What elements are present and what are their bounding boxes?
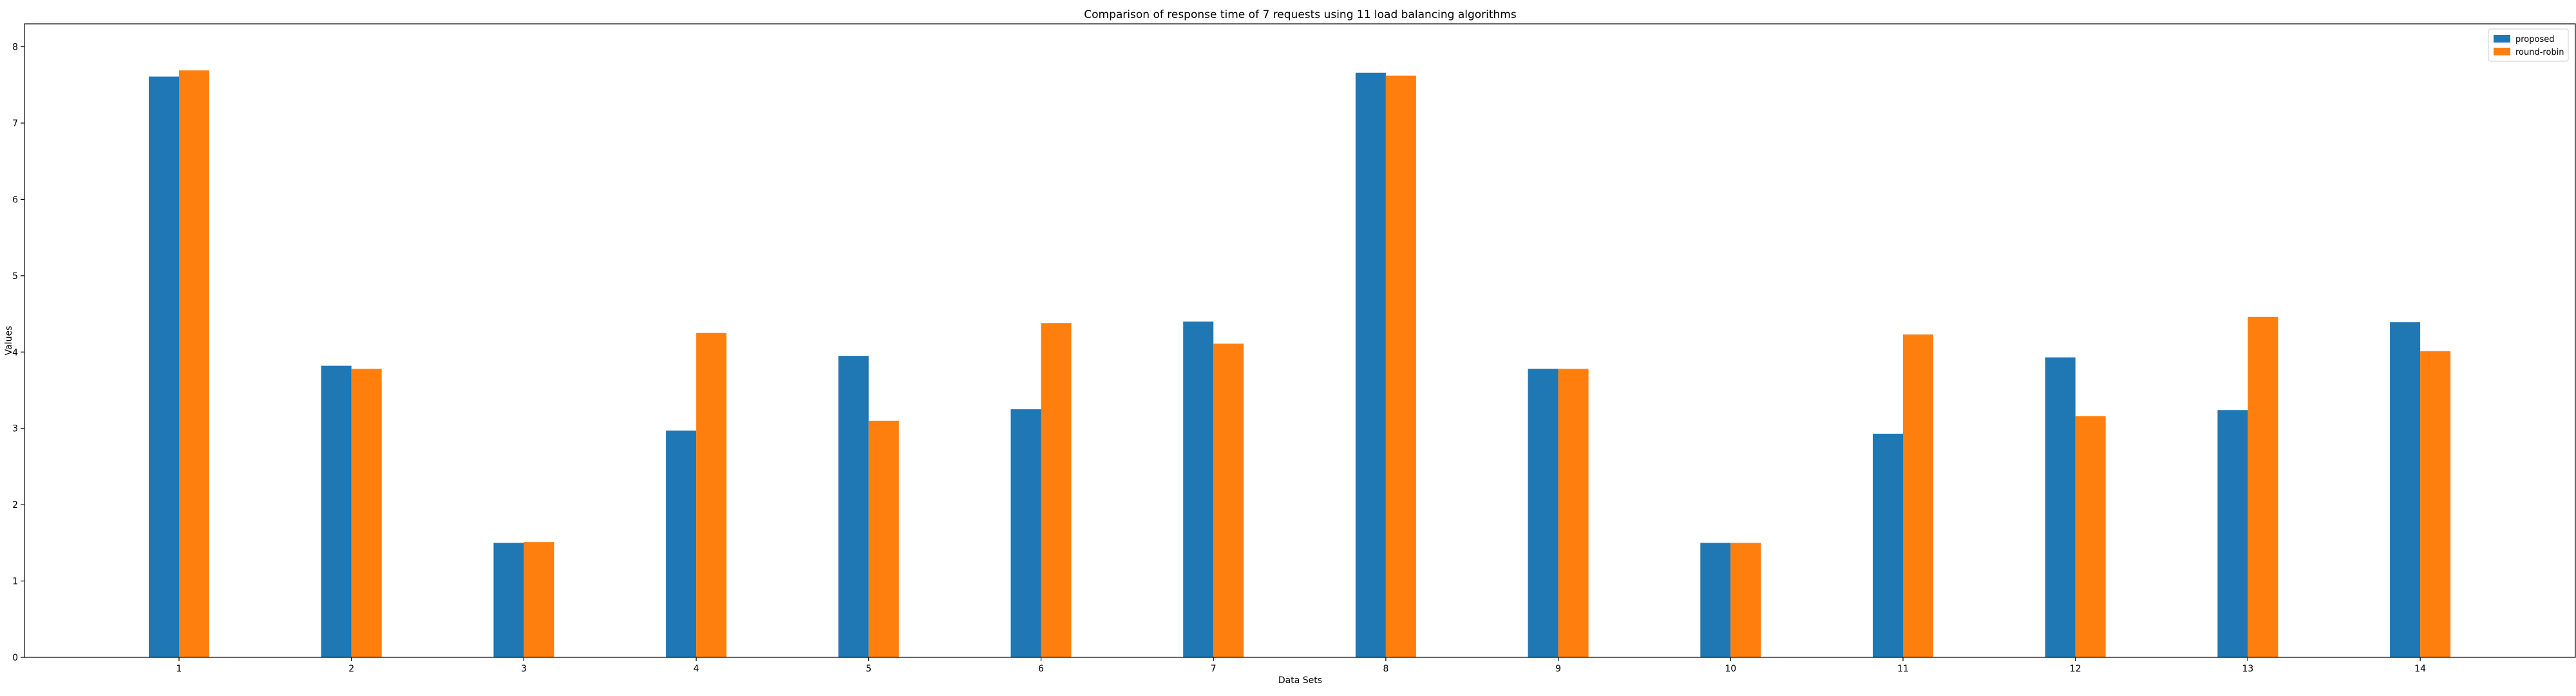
bar-round-robin-2 [351, 369, 382, 657]
bar-round-robin-10 [1730, 543, 1761, 657]
bar-round-robin-6 [1041, 323, 1072, 657]
bar-proposed-11 [1873, 433, 1903, 657]
y-tick-label: 5 [12, 271, 18, 282]
bar-round-robin-11 [1903, 334, 1933, 657]
legend-swatch [2494, 48, 2510, 55]
x-tick-label: 6 [1038, 664, 1044, 674]
bar-round-robin-7 [1213, 343, 1244, 657]
bar-proposed-2 [321, 365, 352, 657]
y-tick-label: 8 [12, 43, 18, 53]
bar-round-robin-13 [2248, 316, 2278, 657]
y-axis-label: Values [4, 326, 14, 356]
bar-proposed-5 [838, 356, 869, 657]
legend-entry: proposed [2515, 35, 2555, 44]
x-tick-label: 14 [2414, 664, 2426, 674]
x-tick-label: 5 [866, 664, 871, 674]
x-tick-label: 12 [2070, 664, 2081, 674]
y-tick-label: 4 [12, 347, 18, 358]
x-tick-label: 7 [1211, 664, 1217, 674]
x-tick-label: 9 [1555, 664, 1561, 674]
bar-proposed-9 [1528, 369, 1558, 657]
x-tick-label: 1 [176, 664, 182, 674]
y-tick-label: 0 [12, 653, 18, 663]
plot-frame [24, 23, 2576, 658]
y-tick-label: 6 [12, 195, 18, 205]
bar-proposed-10 [1700, 543, 1731, 657]
x-tick-label: 10 [1725, 664, 1736, 674]
y-tick-label: 2 [12, 500, 18, 510]
bar-proposed-6 [1010, 409, 1041, 657]
bar-proposed-8 [1355, 72, 1386, 658]
legend: proposed round-robin [2488, 28, 2569, 62]
y-tick-label: 7 [12, 119, 18, 129]
x-tick-label: 8 [1383, 664, 1388, 674]
x-tick-label: 13 [2242, 664, 2253, 674]
bar-round-robin-12 [2075, 416, 2106, 657]
x-tick-label: 3 [521, 664, 527, 674]
x-tick-label: 4 [694, 664, 699, 674]
bar-proposed-3 [493, 543, 524, 657]
bar-proposed-13 [2217, 410, 2248, 657]
bar-proposed-14 [2390, 322, 2421, 658]
bar-proposed-7 [1183, 321, 1214, 657]
x-tick-label: 2 [348, 664, 354, 674]
bar-round-robin-5 [868, 420, 899, 657]
y-tick-label: 1 [12, 577, 18, 587]
legend-entry: round-robin [2515, 48, 2564, 57]
legend-swatch [2494, 35, 2510, 43]
bar-proposed-1 [149, 76, 179, 658]
bar-round-robin-9 [1558, 369, 1589, 657]
x-tick-label: 11 [1897, 664, 1909, 674]
chart-title: Comparison of response time of 7 request… [1084, 8, 1517, 21]
bar-proposed-12 [2045, 357, 2076, 657]
bar-round-robin-4 [696, 333, 727, 657]
bar-round-robin-3 [524, 542, 554, 657]
bar-proposed-4 [666, 430, 697, 657]
x-axis-label: Data Sets [1278, 675, 1322, 686]
bar-round-robin-1 [179, 70, 209, 658]
y-tick-label: 3 [12, 424, 18, 434]
bar-round-robin-14 [2420, 351, 2451, 657]
bar-round-robin-8 [1385, 75, 1416, 657]
